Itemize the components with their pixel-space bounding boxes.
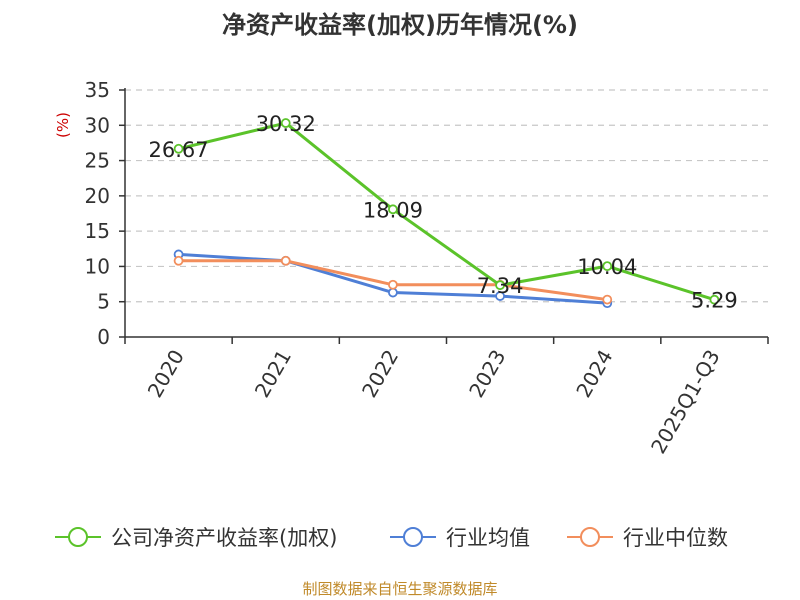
series-point (388, 287, 398, 298)
y-tick-label: 35 (85, 78, 110, 102)
series-point (602, 294, 613, 305)
legend-label: 行业中位数 (623, 526, 728, 550)
y-tick-label: 15 (85, 219, 110, 243)
x-tick-label: 2021 (250, 346, 296, 402)
x-tick-label: 2023 (464, 346, 510, 402)
series-point (173, 255, 184, 266)
axes: 0 5 10 15 20 25 30 35 2020 2021 2022 2023 2024 2025Q1… (85, 78, 769, 458)
y-tick-label: 20 (85, 184, 110, 208)
legend-marker (68, 527, 88, 547)
legend-label: 公司净资产收益率(加权) (111, 526, 337, 550)
grid-lines (125, 89, 768, 303)
x-tick-label: 2024 (571, 346, 617, 402)
series-point (495, 280, 505, 291)
series-point (280, 255, 291, 266)
series-point (388, 204, 398, 215)
legend-label: 行业均值 (446, 526, 530, 550)
series-point (602, 261, 613, 272)
y-tick-label: 5 (97, 290, 110, 314)
legend-marker (580, 527, 600, 547)
data-label: 10.04 (577, 255, 637, 279)
data-labels: 26.67 30.32 18.09 7.34 10.04 5.29 (149, 112, 738, 313)
data-label: 30.32 (256, 112, 316, 136)
x-tick-label: 2025Q1-Q3 (646, 346, 725, 458)
data-label: 5.29 (691, 289, 738, 313)
series-line (178, 121, 715, 302)
series-point (709, 294, 720, 305)
chart-title: 净资产收益率(加权)历年情况(%) (222, 11, 578, 39)
series-point (388, 279, 398, 290)
series-point (173, 143, 184, 154)
y-tick-label: 30 (85, 113, 110, 137)
x-tick-label: 2020 (143, 346, 189, 402)
source-footer: 制图数据来自恒生聚源数据库 (302, 580, 497, 598)
y-tick-label: 10 (85, 254, 110, 278)
data-label: 7.34 (477, 274, 524, 298)
series-point (280, 118, 291, 128)
legend-marker (403, 527, 423, 547)
y-tick-label: 0 (97, 325, 110, 349)
x-tick-label: 2022 (357, 346, 403, 402)
data-label: 26.67 (149, 138, 209, 162)
data-label: 18.09 (363, 198, 423, 222)
y-tick-label: 25 (85, 149, 110, 173)
series-layer (173, 118, 720, 309)
legend: 公司净资产收益率(加权) 行业均值 行业中位数 (55, 526, 728, 550)
series-point (495, 291, 505, 301)
y-axis-label: (%) (54, 112, 72, 138)
